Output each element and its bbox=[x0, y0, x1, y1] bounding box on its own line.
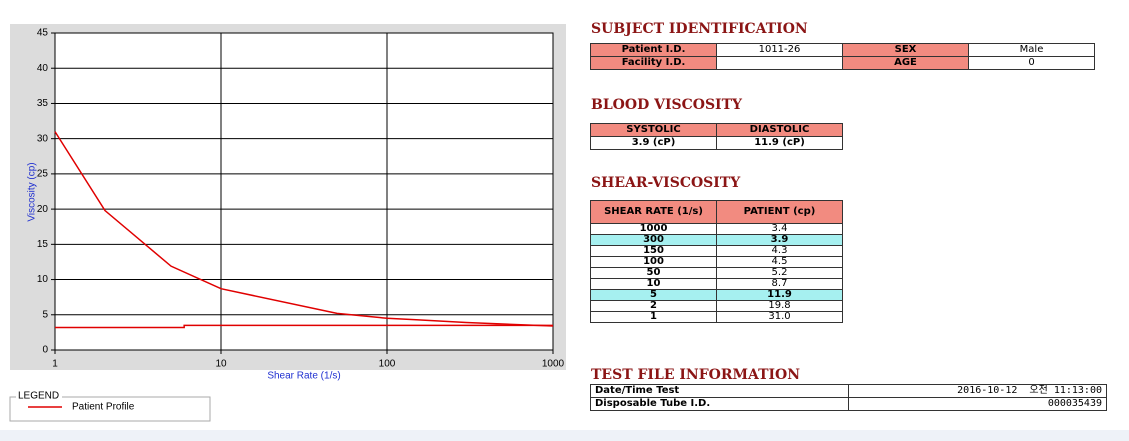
table-row: Date/Time Test 2016-10-12 오전 11:13:00 bbox=[590, 384, 1107, 398]
table-cell: 1000 bbox=[590, 223, 717, 235]
table-cell: 150 bbox=[590, 245, 717, 257]
x-axis-title: Shear Rate (1/s) bbox=[267, 371, 340, 382]
table-cell: 1011-26 bbox=[716, 43, 843, 57]
x-tick-label: 1000 bbox=[542, 359, 565, 370]
y-tick-label: 35 bbox=[37, 98, 49, 109]
table-cell: 2016-10-12 오전 11:13:00 bbox=[848, 384, 1107, 398]
y-tick-label: 5 bbox=[42, 309, 48, 320]
table-row: 300 3.9 bbox=[590, 234, 843, 246]
table-cell: 300 bbox=[590, 234, 717, 246]
table-cell: Disposable Tube I.D. bbox=[590, 397, 849, 411]
table-row: 50 5.2 bbox=[590, 267, 843, 279]
table-cell: 3.9 bbox=[716, 234, 843, 246]
section-title: TEST FILE INFORMATION bbox=[591, 367, 801, 383]
plot-area bbox=[54, 32, 554, 351]
table-cell: AGE bbox=[842, 56, 969, 70]
table-row: 3.9 (cP) 11.9 (cP) bbox=[590, 136, 843, 150]
y-tick-label: 30 bbox=[37, 133, 49, 144]
table-row: 5 11.9 bbox=[590, 289, 843, 301]
table-row: 100 4.5 bbox=[590, 256, 843, 268]
table-cell bbox=[716, 56, 843, 70]
y-tick-label: 45 bbox=[37, 28, 49, 39]
data-line bbox=[54, 131, 554, 327]
y-tick-label: 25 bbox=[37, 169, 49, 180]
table-cell: 4.5 bbox=[716, 256, 843, 268]
data-line bbox=[55, 324, 553, 329]
section-title: SUBJECT IDENTIFICATION bbox=[591, 21, 808, 37]
x-tick-label: 100 bbox=[379, 359, 396, 370]
table-cell: 8.7 bbox=[716, 278, 843, 290]
y-tick-label: 40 bbox=[37, 63, 49, 74]
y-tick-label: 0 bbox=[42, 345, 48, 356]
legend-box bbox=[9, 396, 211, 422]
table-cell: 11.9 (cP) bbox=[716, 136, 843, 150]
table-cell: DIASTOLIC bbox=[716, 123, 843, 137]
table-row: 2 19.8 bbox=[590, 300, 843, 312]
x-tick-label: 1 bbox=[52, 359, 58, 370]
table-cell: Facility I.D. bbox=[590, 56, 717, 70]
table-row: Facility I.D. AGE 0 bbox=[590, 56, 1095, 70]
shear-table: SHEAR RATE (1/s) PATIENT (cp) 1000 3.4 300 3.… bbox=[590, 200, 843, 323]
table-cell: 5 bbox=[590, 289, 717, 301]
y-tick-label: 20 bbox=[37, 204, 49, 215]
blood-table: SYSTOLIC DIASTOLIC 3.9 (cP) 11.9 (cP) bbox=[590, 123, 843, 150]
table-cell: 2 bbox=[590, 300, 717, 312]
subject-table: Patient I.D. 1011-26 SEX Male Facility I.D. A… bbox=[590, 43, 1095, 70]
table-cell: PATIENT (cp) bbox=[716, 200, 843, 224]
table-row: 150 4.3 bbox=[590, 245, 843, 257]
table-cell: 000035439 bbox=[848, 397, 1107, 411]
legend-label: Patient Profile bbox=[72, 402, 135, 413]
table-cell: SYSTOLIC bbox=[590, 123, 717, 137]
table-row: 1000 3.4 bbox=[590, 223, 843, 235]
table-cell: 11.9 bbox=[716, 289, 843, 301]
table-cell: Patient I.D. bbox=[590, 43, 717, 57]
y-axis-title: Viscosity (cp) bbox=[27, 162, 38, 221]
table-cell: 50 bbox=[590, 267, 717, 279]
status-strip bbox=[0, 430, 1129, 441]
table-header: SYSTOLIC DIASTOLIC bbox=[590, 123, 843, 137]
table-cell: 0 bbox=[968, 56, 1095, 70]
table-cell: SHEAR RATE (1/s) bbox=[590, 200, 717, 224]
y-tick-label: 10 bbox=[37, 274, 49, 285]
table-cell: 1 bbox=[590, 311, 717, 323]
section-title: BLOOD VISCOSITY bbox=[591, 97, 743, 113]
legend-title-bg bbox=[16, 391, 62, 401]
table-row: 1 31.0 bbox=[590, 311, 843, 323]
table-cell: Male bbox=[968, 43, 1095, 57]
chart: Shear Rate (1/s) Viscosity (cp) LEGEND 0… bbox=[9, 24, 566, 422]
table-header: SHEAR RATE (1/s) PATIENT (cp) bbox=[590, 200, 843, 224]
x-tick-label: 10 bbox=[215, 359, 227, 370]
table-cell: 3.9 (cP) bbox=[590, 136, 717, 150]
table-cell: 31.0 bbox=[716, 311, 843, 323]
table-row: 10 8.7 bbox=[590, 278, 843, 290]
table-cell: 100 bbox=[590, 256, 717, 268]
table-cell: 10 bbox=[590, 278, 717, 290]
y-tick-label: 15 bbox=[37, 239, 49, 250]
legend-title: LEGEND bbox=[18, 391, 59, 402]
test-file-table: Date/Time Test 2016-10-12 오전 11:13:00 Disp… bbox=[590, 384, 1107, 411]
table-cell: 4.3 bbox=[716, 245, 843, 257]
table-cell: 3.4 bbox=[716, 223, 843, 235]
table-cell: 5.2 bbox=[716, 267, 843, 279]
table-row: Patient I.D. 1011-26 SEX Male bbox=[590, 43, 1095, 57]
table-cell: 19.8 bbox=[716, 300, 843, 312]
table-cell: Date/Time Test bbox=[590, 384, 849, 398]
table-cell: SEX bbox=[842, 43, 969, 57]
table-row: Disposable Tube I.D. 000035439 bbox=[590, 397, 1107, 411]
section-title: SHEAR-VISCOSITY bbox=[591, 175, 741, 191]
